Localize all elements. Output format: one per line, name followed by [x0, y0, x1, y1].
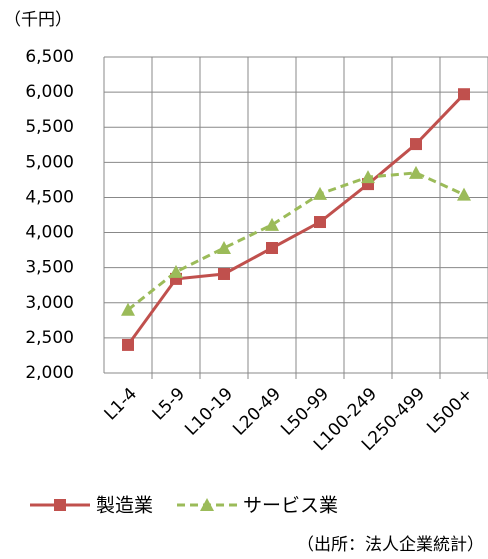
marker [313, 186, 327, 200]
marker [122, 338, 134, 351]
y-tick-label: 4,000 [25, 223, 74, 243]
legend-label: 製造業 [96, 495, 153, 517]
y-tick-label: 5,500 [25, 117, 74, 137]
x-tick-label: L20-49 [229, 384, 285, 440]
y-tick-label: 2,500 [25, 328, 74, 348]
marker [217, 241, 231, 255]
series-line [127, 171, 465, 311]
x-tick-label: L10-19 [181, 384, 237, 440]
legend-marker [54, 499, 66, 511]
unit-label: （千円） [4, 10, 72, 30]
y-tick-label: 3,500 [25, 258, 74, 278]
x-tick-label: L500+ [423, 384, 477, 438]
marker [314, 216, 326, 229]
y-tick-label: 2,000 [25, 363, 74, 383]
y-tick-label: 5,000 [25, 152, 74, 172]
y-tick-label: 4,500 [25, 187, 74, 207]
series-line [126, 93, 466, 346]
marker [361, 170, 375, 184]
marker [265, 217, 279, 231]
source-note: （出所：法人企業統計） [297, 535, 484, 555]
marker [121, 302, 135, 316]
marker [458, 88, 470, 101]
y-tick-label: 3,000 [25, 293, 74, 313]
marker [409, 165, 423, 179]
marker [266, 242, 278, 255]
marker [218, 267, 230, 280]
marker [169, 264, 183, 278]
y-tick-label: 6,500 [25, 47, 74, 67]
x-tick-label: L1-4 [101, 384, 141, 424]
x-tick-label: L5-9 [149, 384, 189, 424]
legend-label: サービス業 [243, 495, 338, 517]
marker [410, 138, 422, 151]
marker [457, 187, 471, 201]
legend-marker [200, 498, 215, 511]
y-tick-label: 6,000 [25, 82, 74, 102]
